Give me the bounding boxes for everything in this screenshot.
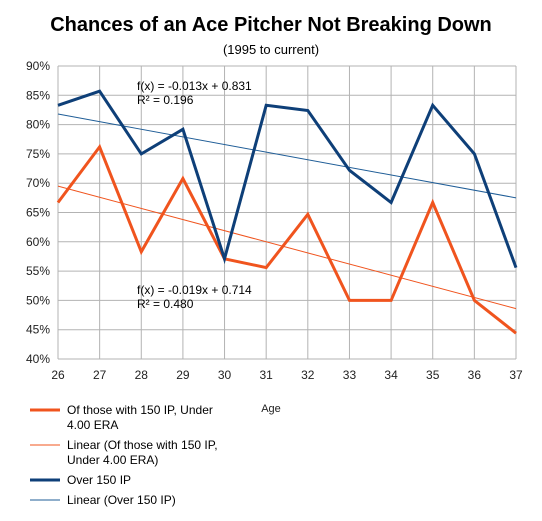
x-tick-label: 35 <box>426 368 440 382</box>
series-line-2 <box>57 89 518 269</box>
x-tick-label: 36 <box>468 368 482 382</box>
y-tick-label: 65% <box>26 206 50 220</box>
y-tick-label: 45% <box>26 323 50 337</box>
y-tick-label: 55% <box>26 264 50 278</box>
x-tick-label: 32 <box>301 368 315 382</box>
legend-label: 4.00 ERA <box>67 418 118 432</box>
y-tick-label: 50% <box>26 293 50 307</box>
chart-title: Chances of an Ace Pitcher Not Breaking D… <box>50 14 492 36</box>
x-tick-label: 31 <box>260 368 274 382</box>
x-tick-label: 26 <box>51 368 65 382</box>
y-tick-label: 40% <box>26 352 50 366</box>
y-axis-ticks: 40% 45% 50% 55% 60% 65% 70% 75% 80% 85% 90% <box>26 59 50 366</box>
x-tick-label: 34 <box>384 368 398 382</box>
regression-annotation-line: R² = 0.196 <box>137 93 194 107</box>
x-tick-label: 30 <box>218 368 232 382</box>
legend-label: Under 4.00 ERA) <box>67 453 158 467</box>
legend-label: Of those with 150 IP, Under <box>67 403 213 417</box>
x-tick-label: 33 <box>343 368 357 382</box>
x-axis-label: Age <box>261 403 281 415</box>
series-layer <box>56 89 518 335</box>
series-line-0 <box>56 143 517 335</box>
y-tick-label: 90% <box>26 59 50 73</box>
x-tick-label: 27 <box>93 368 107 382</box>
x-tick-label: 28 <box>135 368 149 382</box>
y-tick-label: 60% <box>26 235 50 249</box>
trendline-3 <box>57 113 517 199</box>
trendline-1 <box>57 185 517 310</box>
legend-label: Linear (Of those with 150 IP, <box>67 438 218 452</box>
legend-label: Linear (Over 150 IP) <box>67 493 176 507</box>
x-tick-label: 29 <box>176 368 190 382</box>
y-tick-label: 75% <box>26 147 50 161</box>
y-tick-label: 85% <box>26 88 50 102</box>
regression-annotation-line: f(x) = -0.019x + 0.714 <box>137 283 252 297</box>
x-tick-label: 37 <box>509 368 523 382</box>
y-tick-label: 70% <box>26 176 50 190</box>
x-axis-ticks: 26 27 28 29 30 31 32 33 34 35 36 37 <box>51 368 523 382</box>
chart-subtitle: (1995 to current) <box>223 42 319 57</box>
regression-annotation-line: f(x) = -0.013x + 0.831 <box>137 79 252 93</box>
y-tick-label: 80% <box>26 118 50 132</box>
regression-annotation-line: R² = 0.480 <box>137 297 194 311</box>
legend-label: Over 150 IP <box>67 473 131 487</box>
